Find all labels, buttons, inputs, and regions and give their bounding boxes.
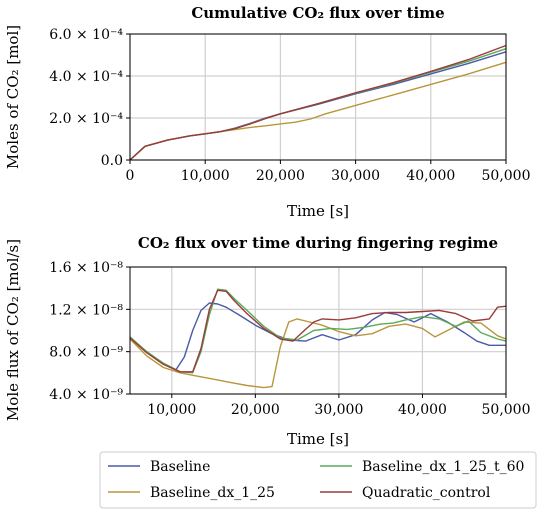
y-tick-label: 1.2 × 10⁻⁸ <box>49 302 123 318</box>
x-tick-label: 50,000 <box>482 168 531 184</box>
y-tick-label: 4.0 × 10⁻⁹ <box>49 387 123 403</box>
chart1-title: Cumulative CO₂ flux over time <box>191 4 444 22</box>
x-tick-label: 40,000 <box>406 168 455 184</box>
y-tick-label: 1.6 × 10⁻⁸ <box>49 260 123 276</box>
series-line-baseline-dx-1-25 <box>129 318 507 389</box>
series-line-baseline-dx-1-25 <box>129 61 507 161</box>
y-tick-label: 4.0 × 10⁻⁴ <box>49 69 123 85</box>
x-tick-label: 20,000 <box>256 168 305 184</box>
series-line-quadratic-control <box>129 289 507 373</box>
series-line-baseline <box>129 51 507 161</box>
x-tick-label: 40,000 <box>398 402 447 418</box>
legend-frame <box>99 451 537 509</box>
y-tick-label: 6.0 × 10⁻⁴ <box>49 27 123 43</box>
axes-frame <box>129 33 507 161</box>
x-tick-label: 50,000 <box>482 402 531 418</box>
x-tick-label: 0 <box>126 168 135 184</box>
x-tick-label: 20,000 <box>231 402 280 418</box>
chart2-xlabel: Time [s] <box>287 430 349 448</box>
legend-entry-1: Baseline_dx_1_25_t_60 <box>320 459 524 475</box>
legend-entry-3: Quadratic_control <box>320 485 491 501</box>
chart2-plot-area: 10,000 20,000 30,000 40,000 50,000 4.0 × 10⁻⁹… <box>49 260 530 418</box>
legend-label: Baseline_dx_1_25 <box>150 485 275 501</box>
y-tick-label: 0.0 <box>101 153 123 169</box>
chart1-ylabel: Moles of CO₂ [mol] <box>4 25 22 169</box>
x-tick-label: 30,000 <box>331 168 380 184</box>
legend-entry-0: Baseline <box>108 459 210 475</box>
legend-label: Baseline_dx_1_25_t_60 <box>362 459 524 475</box>
series-line-quadratic-control <box>129 44 507 161</box>
legend-label: Quadratic_control <box>362 485 491 501</box>
series-line-baseline-dx-1-25-t-60 <box>129 288 507 374</box>
chart1-xlabel: Time [s] <box>287 202 349 220</box>
chart1-plot-area: 0 10,000 20,000 30,000 40,000 50,000 0.0 2.0 × … <box>49 27 530 184</box>
y-tick-label: 2.0 × 10⁻⁴ <box>49 111 123 127</box>
y-tick-label: 8.0 × 10⁻⁹ <box>49 345 123 361</box>
legend-label: Baseline <box>150 459 210 475</box>
chart2-ylabel: Mole flux of CO₂ [mol/s] <box>4 239 22 421</box>
legend: Baseline Baseline_dx_1_25_t_60 Baseline_… <box>99 451 537 509</box>
x-tick-label: 10,000 <box>181 168 230 184</box>
x-tick-label: 30,000 <box>314 402 363 418</box>
chart2-title: CO₂ flux over time during fingering regi… <box>138 234 498 252</box>
legend-entry-2: Baseline_dx_1_25 <box>108 485 275 501</box>
x-tick-label: 10,000 <box>147 402 196 418</box>
axes-frame <box>129 266 507 395</box>
